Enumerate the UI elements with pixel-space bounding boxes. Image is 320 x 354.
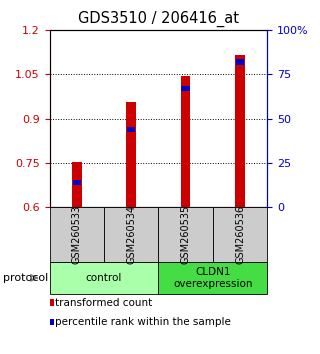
Bar xyxy=(181,76,190,207)
Text: GSM260534: GSM260534 xyxy=(126,205,136,264)
Bar xyxy=(126,102,136,207)
Text: transformed count: transformed count xyxy=(55,298,152,308)
Text: control: control xyxy=(86,273,122,283)
Bar xyxy=(181,86,190,91)
Text: percentile rank within the sample: percentile rank within the sample xyxy=(55,317,231,327)
Text: CLDN1
overexpression: CLDN1 overexpression xyxy=(173,267,252,289)
Bar xyxy=(72,162,82,207)
Bar xyxy=(127,126,135,132)
Bar xyxy=(236,59,244,64)
Text: GSM260536: GSM260536 xyxy=(235,205,245,264)
Text: GSM260533: GSM260533 xyxy=(72,205,82,264)
Bar xyxy=(235,55,245,207)
Bar xyxy=(73,180,81,185)
Text: protocol: protocol xyxy=(3,273,48,283)
Text: GSM260535: GSM260535 xyxy=(180,205,191,264)
Title: GDS3510 / 206416_at: GDS3510 / 206416_at xyxy=(78,11,239,27)
